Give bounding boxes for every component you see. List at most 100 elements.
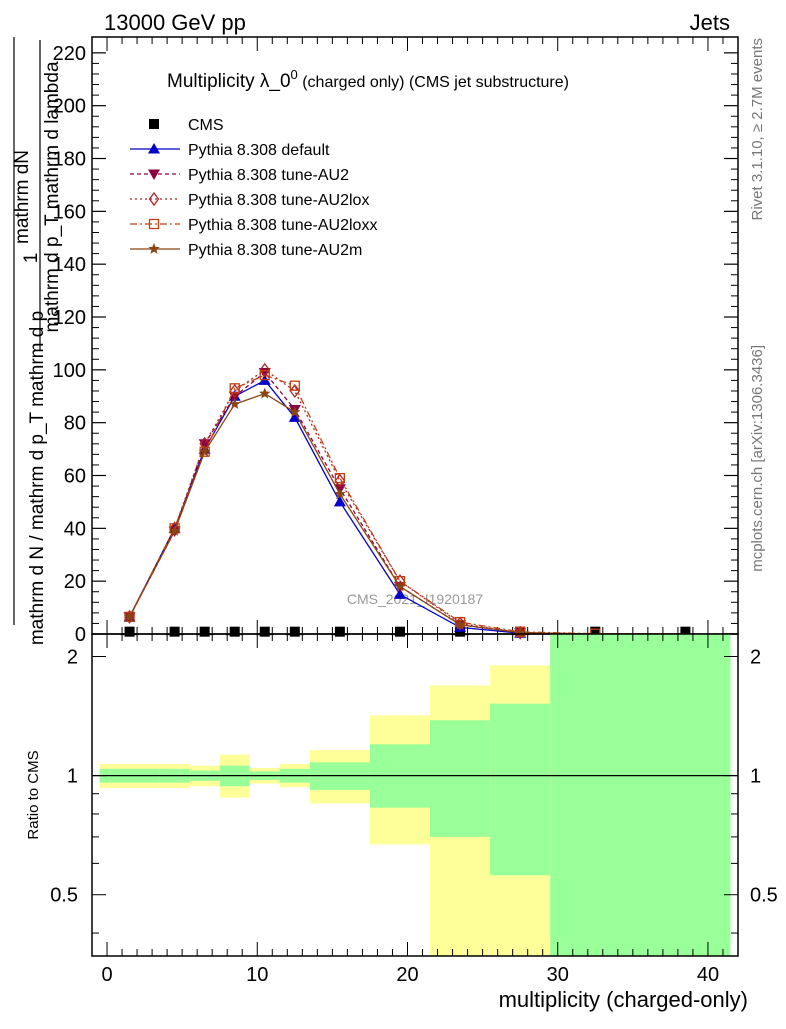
series-line xyxy=(129,392,686,635)
x-tick-label: 10 xyxy=(246,964,268,986)
series-point xyxy=(198,445,211,457)
ratio-panel-frame xyxy=(91,633,739,957)
data-point xyxy=(394,626,405,637)
ratio-band-inner xyxy=(430,720,491,837)
series-point xyxy=(394,580,406,592)
legend-label: Pythia 8.308 default xyxy=(188,142,330,159)
legend-marker xyxy=(148,191,160,207)
data-point xyxy=(229,626,240,637)
main-y-tick-label: 40 xyxy=(64,518,86,540)
series-point xyxy=(288,411,301,422)
data-point xyxy=(199,626,210,637)
legend: CMS Pythia 8.308 default Pythia 8.308 tune… xyxy=(130,117,377,259)
legend-entry: Pythia 8.308 default xyxy=(130,142,330,159)
series-point xyxy=(289,406,301,417)
chart-title: Multiplicity λ_00 (charged only) (CMS je… xyxy=(167,67,569,92)
legend-entry: CMS xyxy=(149,117,224,134)
legend-entry: Pythia 8.308 tune-AU2m xyxy=(130,242,362,259)
main-y-tick-label: 140 xyxy=(53,254,86,276)
x-tick-label: 30 xyxy=(547,964,569,986)
legend-label: CMS xyxy=(188,117,224,134)
legend-entry: Pythia 8.308 tune-AU2loxx xyxy=(130,217,377,234)
header-process-label: Jets xyxy=(690,10,730,35)
series-point xyxy=(289,383,301,399)
series-point xyxy=(229,398,241,410)
ratio-y-tick-label: 2 xyxy=(67,647,78,669)
legend-marker xyxy=(148,143,160,154)
main-y-tick-label: 80 xyxy=(64,413,86,435)
legend-label: Pythia 8.308 tune-AU2loxx xyxy=(188,217,377,234)
analysis-watermark: CMS_2021_I1920187 xyxy=(347,591,483,607)
data-point xyxy=(289,626,300,637)
series-point xyxy=(514,626,526,638)
series-point xyxy=(333,495,346,507)
y-label-denominator-outer: mathrm d N / mathrm d p_T mathrm d p xyxy=(27,311,48,645)
data-point xyxy=(169,626,180,637)
series-point xyxy=(393,588,406,599)
legend-marker xyxy=(148,218,160,230)
ratio-y-tick-label-right: 1 xyxy=(750,766,761,788)
series-point xyxy=(334,488,346,499)
ratio-y-axis: 0.5 0.5 1 1 2 2 xyxy=(50,647,778,934)
y-label-numerator-one: 1 xyxy=(21,253,42,264)
main-y-tick-label: 180 xyxy=(53,149,86,171)
main-y-tick-label: 20 xyxy=(64,571,86,593)
x-tick-label: 40 xyxy=(697,964,719,986)
main-y-label: 1 mathrm dN mathrm d p_T mathrm d lambda… xyxy=(12,37,63,645)
data-point xyxy=(124,626,135,637)
data-point xyxy=(334,626,345,637)
ratio-y-tick-label-right: 2 xyxy=(750,647,761,669)
ratio-uncertainty-bands xyxy=(99,634,731,956)
x-axis-label: multiplicity (charged-only) xyxy=(499,987,748,1012)
main-panel: 0 20 40 60 80 100 120 140 160 180 200 220 CMS_2021_… xyxy=(53,36,739,646)
series-point xyxy=(229,383,240,394)
ratio-band-inner xyxy=(550,634,731,956)
y-label-numerator: mathrm dN xyxy=(12,150,33,244)
main-y-tick-label: 160 xyxy=(53,201,86,223)
series-point xyxy=(259,362,271,377)
data-point xyxy=(680,626,691,637)
y-label-denominator: mathrm d p_T mathrm d lambda xyxy=(42,61,63,332)
x-tick-label: 20 xyxy=(396,964,418,986)
legend-marker xyxy=(148,169,160,180)
mcplots-reference-label: mcplots.cern.ch [arXiv:1306.3436] xyxy=(749,345,766,572)
series-1 xyxy=(123,374,686,638)
series-point xyxy=(168,524,181,536)
series-point xyxy=(289,380,300,391)
main-y-tick-label: 0 xyxy=(75,624,86,646)
series-point xyxy=(454,618,466,630)
ratio-x-axis: 0 10 20 30 40 xyxy=(91,634,739,986)
ratio-y-tick-label: 0.5 xyxy=(50,885,78,907)
series-point xyxy=(259,369,270,381)
legend-label: Pythia 8.308 tune-AU2lox xyxy=(188,192,369,209)
ratio-band-inner xyxy=(490,703,551,876)
ratio-y-label: Ratio to CMS xyxy=(25,750,42,839)
series-point xyxy=(123,610,136,622)
legend-entry: Pythia 8.308 tune-AU2 xyxy=(130,167,349,184)
rivet-version-label: Rivet 3.1.10, ≥ 2.7M events xyxy=(749,38,766,221)
ratio-y-tick-label: 1 xyxy=(67,766,78,788)
series-point xyxy=(229,383,241,399)
header-energy-label: 13000 GeV pp xyxy=(104,10,246,35)
main-y-tick-label: 60 xyxy=(64,466,86,488)
legend-marker xyxy=(148,243,160,254)
main-y-tick-label: 100 xyxy=(53,360,86,382)
legend-entry: Pythia 8.308 tune-AU2lox xyxy=(130,191,369,209)
series-point xyxy=(454,616,466,631)
legend-label: Pythia 8.308 tune-AU2m xyxy=(188,242,362,259)
legend-label: Pythia 8.308 tune-AU2 xyxy=(188,167,349,184)
main-y-tick-label: 120 xyxy=(53,307,86,329)
main-y-axis: 0 20 40 60 80 100 120 140 160 180 200 220 xyxy=(53,43,738,646)
series-5 xyxy=(123,387,686,638)
legend-marker xyxy=(149,119,159,129)
main-y-tick-label: 200 xyxy=(53,96,86,118)
ratio-panel: 0.5 0.5 1 1 2 2 0 10 20 30 40 Ratio to CMS multip… xyxy=(25,633,778,1012)
main-y-tick-label: 220 xyxy=(53,43,86,65)
data-point xyxy=(590,626,601,637)
data-point xyxy=(259,626,270,637)
series-point xyxy=(334,473,346,488)
ratio-y-tick-label-right: 0.5 xyxy=(750,885,778,907)
series-point xyxy=(259,387,271,399)
series-point xyxy=(169,521,180,536)
